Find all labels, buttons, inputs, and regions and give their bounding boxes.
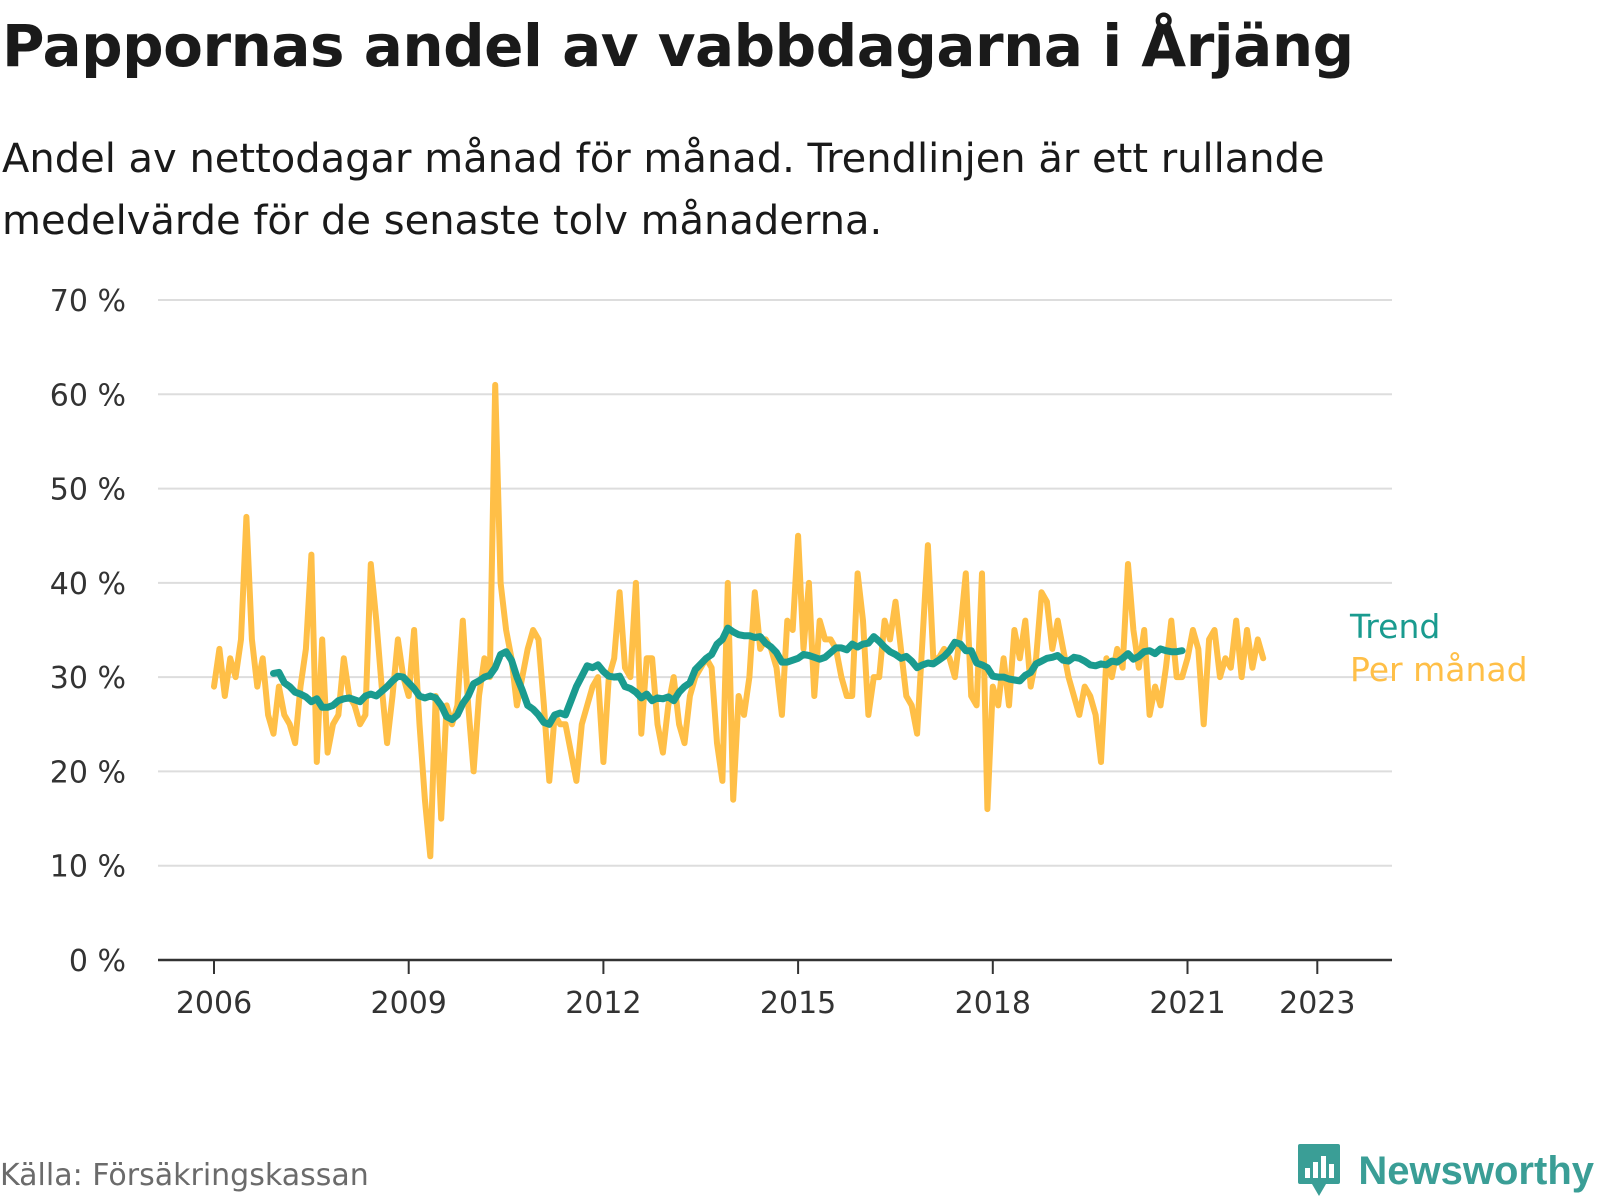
x-tick-label: 2009 bbox=[371, 986, 447, 1021]
trend-series-line bbox=[270, 624, 1186, 728]
y-axis-labels: 0 % 10 % 20 % 30 % 40 % 50 % 60 % 70 % bbox=[50, 284, 126, 979]
bar-chart-speech-bubble-icon bbox=[1298, 1144, 1341, 1196]
x-tick-label: 2021 bbox=[1149, 986, 1225, 1021]
x-axis: 2006 2009 2012 2015 2018 2021 2023 bbox=[158, 958, 1392, 1021]
brand-name: Newsworthy bbox=[1358, 1148, 1594, 1193]
brand-logo-block[interactable]: Newsworthy bbox=[1296, 1142, 1594, 1200]
legend-label-monthly: Per månad bbox=[1350, 650, 1528, 689]
x-tick-label: 2012 bbox=[565, 986, 641, 1021]
y-tick-label: 70 % bbox=[50, 284, 126, 319]
y-tick-label: 40 % bbox=[50, 567, 126, 602]
x-tick-label: 2018 bbox=[955, 986, 1031, 1021]
y-tick-label: 50 % bbox=[50, 473, 126, 508]
x-tick-label: 2015 bbox=[760, 986, 836, 1021]
x-tick-label: 2023 bbox=[1279, 986, 1355, 1021]
series-lines bbox=[211, 381, 1267, 860]
chart-title: Pappornas andel av vabbdagarna i Årjäng bbox=[2, 12, 1354, 80]
chart-subtitle: Andel av nettodagar månad för månad. Tre… bbox=[2, 136, 1325, 244]
monthly-series-line bbox=[211, 381, 1267, 860]
y-tick-label: 10 % bbox=[50, 850, 126, 885]
y-tick-label: 30 % bbox=[50, 661, 126, 696]
legend-label-trend: Trend bbox=[1349, 607, 1440, 646]
x-tick-label: 2006 bbox=[176, 986, 252, 1021]
source-note: Källa: Försäkringskassan bbox=[0, 1158, 369, 1193]
legend: Trend Per månad bbox=[1349, 607, 1528, 689]
y-tick-label: 20 % bbox=[50, 755, 126, 790]
y-tick-label: 0 % bbox=[69, 944, 126, 979]
gridlines bbox=[158, 299, 1392, 867]
y-tick-label: 60 % bbox=[50, 378, 126, 413]
